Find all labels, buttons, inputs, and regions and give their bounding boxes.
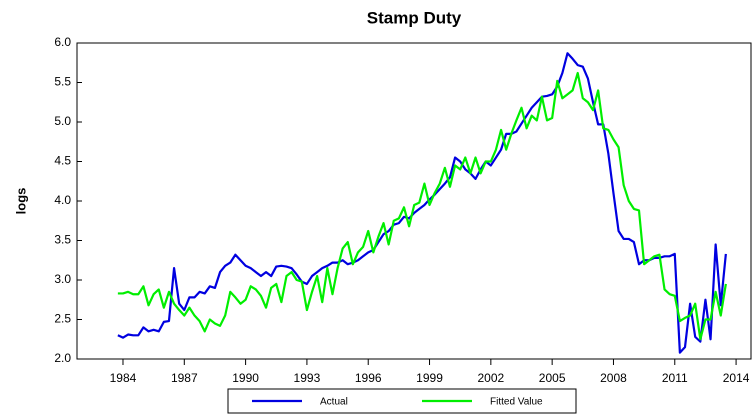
y-tick-label: 6.0 (54, 35, 71, 49)
x-tick-label: 1993 (294, 371, 321, 385)
chart-title: Stamp Duty (367, 8, 462, 27)
y-axis-label: logs (13, 188, 28, 215)
y-tick-label: 2.5 (54, 312, 71, 326)
x-tick-label: 2008 (600, 371, 627, 385)
x-tick-label: 2005 (539, 371, 566, 385)
plot-frame (76, 42, 752, 360)
y-tick-label: 4.0 (54, 193, 71, 207)
data-line (117, 52, 727, 354)
x-tick-label: 1999 (416, 371, 443, 385)
y-tick-label: 5.0 (54, 114, 71, 128)
y-tick-label: 5.5 (54, 75, 71, 89)
y-tick-label: 3.0 (54, 272, 71, 286)
y-tick-label: 3.5 (54, 233, 71, 247)
data-line (117, 71, 727, 341)
x-tick-label: 1996 (355, 371, 382, 385)
x-tick-label: 1987 (171, 371, 198, 385)
y-tick-label: 2.0 (54, 351, 71, 365)
x-tick-label: 2002 (477, 371, 504, 385)
legend-label: Fitted Value (490, 397, 543, 408)
x-tick-label: 2014 (723, 371, 750, 385)
x-tick-label: 2011 (662, 371, 688, 385)
y-tick-label: 4.5 (54, 154, 71, 168)
x-tick-label: 1990 (232, 371, 259, 385)
legend-label: Actual (320, 397, 348, 408)
x-tick-label: 1984 (110, 371, 137, 385)
